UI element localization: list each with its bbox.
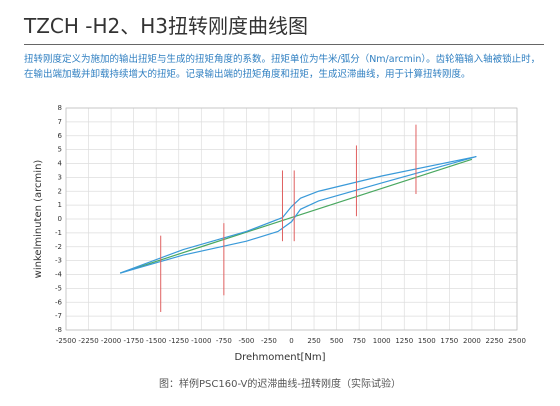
- x-tick-label: 250: [307, 337, 320, 345]
- x-tick-label: 2500: [508, 337, 526, 345]
- series-line: [119, 158, 473, 274]
- y-tick-label: 6: [58, 132, 63, 140]
- x-tick-label: -1750: [123, 337, 143, 345]
- y-tick-label: 1: [58, 201, 62, 209]
- x-tick-label: -250: [261, 337, 277, 345]
- y-tick-label: -7: [55, 312, 62, 320]
- plot-frame: [65, 107, 518, 331]
- x-tick-label: 1750: [440, 337, 458, 345]
- x-tick-label: 500: [330, 337, 343, 345]
- x-tick-label: -750: [216, 337, 232, 345]
- y-tick-label: -2: [55, 243, 62, 251]
- y-tick-label: 3: [58, 173, 62, 181]
- x-tick-label: -2000: [101, 337, 121, 345]
- y-tick-label: -5: [55, 284, 62, 292]
- x-tick-label: -1250: [169, 337, 189, 345]
- x-tick-label: -2250: [78, 337, 98, 345]
- x-tick-label: -2500: [56, 337, 76, 345]
- title: TZCH -H2、H3扭转刚度曲线图: [24, 14, 309, 38]
- y-label: winkelminuten (arcmin): [33, 160, 44, 279]
- x-tick-label: 2000: [463, 337, 481, 345]
- series-line: [119, 155, 477, 274]
- y-tick-label: 5: [58, 146, 62, 154]
- rule: [24, 44, 544, 45]
- y-tick-label: -3: [55, 257, 62, 265]
- description: 扭转刚度定义为施加的输出扭矩与生成的扭矩角度的系数。扭矩单位为牛米/弧分（Nm/…: [24, 54, 541, 80]
- y-tick-label: 7: [58, 118, 62, 126]
- x-tick-label: -500: [238, 337, 254, 345]
- x-tick-label: -1000: [191, 337, 211, 345]
- y-tick-label: 2: [58, 187, 62, 195]
- x-tick-label: 1000: [373, 337, 391, 345]
- x-tick-label: 1250: [395, 337, 413, 345]
- x-tick-label: 1500: [418, 337, 436, 345]
- y-tick-label: -8: [55, 326, 62, 334]
- y-tick-label: -1: [55, 229, 62, 237]
- y-tick-label: -6: [55, 298, 63, 306]
- y-tick-label: 8: [58, 104, 62, 112]
- y-tick-label: 4: [58, 160, 63, 168]
- x-label: Drehmoment[Nm]: [234, 352, 325, 363]
- caption: 图：样例PSC160-V的迟滞曲线-扭转刚度（实际试验）: [159, 377, 401, 390]
- y-tick-label: 0: [58, 215, 62, 223]
- y-tick-label: -4: [55, 271, 63, 279]
- x-tick-label: -1500: [146, 337, 166, 345]
- x-tick-label: 0: [289, 337, 293, 345]
- x-tick-label: 2250: [486, 337, 504, 345]
- x-tick-label: 750: [352, 337, 365, 345]
